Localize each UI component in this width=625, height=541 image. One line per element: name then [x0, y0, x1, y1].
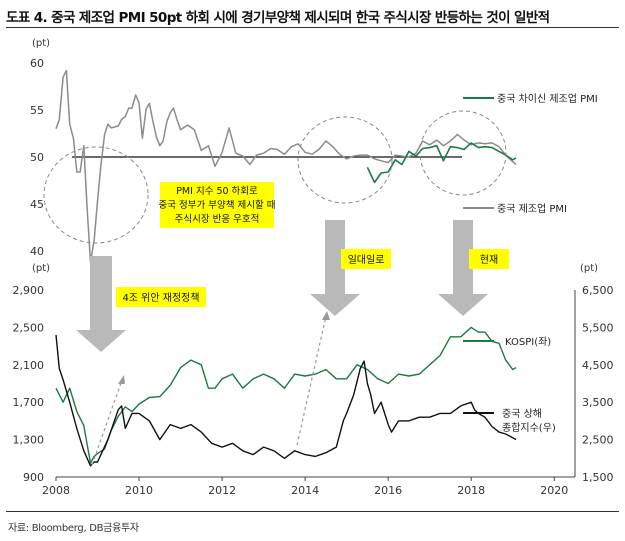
- market-left-unit-label: (pt): [32, 263, 50, 274]
- market-left-tick-label: 1,300: [13, 434, 45, 447]
- rise-arrow-2015-head: [322, 311, 330, 320]
- china-pmi-line: [55, 69, 517, 264]
- market-x-tick-label: 2020: [540, 484, 568, 497]
- pmi-y-tick-label: 50: [30, 151, 44, 164]
- rise-arrow-2015: [296, 315, 327, 446]
- source-note: 자료: Bloomberg, DB금융투자: [8, 523, 139, 534]
- shanghai-composite-line: [55, 334, 517, 467]
- market-right-unit-label: (pt): [580, 263, 598, 274]
- market-left-tick-label: 2,500: [13, 321, 45, 334]
- legend-label-pmi: 중국 제조업 PMI: [497, 202, 567, 215]
- market-left-tick-label: 2,100: [13, 359, 45, 372]
- market-left-tick-label: 2,900: [13, 284, 45, 297]
- market-right-tick-label: 6,500: [582, 284, 614, 297]
- annotation-line-1: PMI 지수 50 하회로: [176, 185, 258, 197]
- market-right-tick-label: 2,500: [582, 434, 614, 447]
- legend-label-shanghai-1: 중국 상해: [502, 407, 542, 420]
- callout-box-3: [469, 249, 509, 269]
- pmi-y-tick-label: 40: [30, 245, 44, 258]
- kospi-line: [55, 326, 517, 464]
- pmi-y-tick-label: 45: [30, 198, 44, 211]
- chart-title: 도표 4. 중국 제조업 PMI 50pt 하회 시에 경기부양책 제시되며 한…: [6, 10, 550, 26]
- down-arrow-2019: [438, 220, 488, 316]
- callout-text-2: 일대일로: [348, 254, 385, 266]
- market-right-tick-label: 1,500: [582, 471, 614, 484]
- market-axes: 2,900 2,500 2,100 1,700 1,300 900 6,500 5,500 4,…: [13, 284, 614, 497]
- rise-arrow-2009-head: [118, 375, 125, 384]
- title-rule: [6, 27, 619, 28]
- annotation-line-2: 중국 정부가 부양책 제시할 때: [159, 200, 276, 211]
- footer-rule: [6, 511, 619, 512]
- callout-box-2: [341, 249, 391, 269]
- market-left-tick-label: 1,700: [13, 396, 45, 409]
- pmi-circle-2015: [297, 116, 393, 204]
- market-x-tick-label: 2010: [125, 484, 153, 497]
- market-right-tick-label: 3,500: [582, 396, 614, 409]
- pmi-series: [55, 69, 517, 264]
- pmi-panel: 60 55 50 45 40 (pt) 중국 차이신 제조업 PMI 중국 제조업 PM…: [30, 38, 598, 264]
- callout-text-1: 4조 위안 재정정책: [122, 291, 199, 304]
- pmi-y-tick-label: 55: [30, 104, 44, 117]
- pmi-circle-2008: [43, 146, 149, 244]
- rise-arrow-2009: [91, 379, 123, 466]
- callout-box-1: [116, 287, 206, 307]
- market-x-tick-label: 2014: [291, 484, 319, 497]
- pmi-y-tick-label: 60: [30, 57, 44, 70]
- market-x-tick-label: 2008: [42, 484, 70, 497]
- market-right-tick-label: 5,500: [582, 321, 614, 334]
- market-left-tick-label: 900: [23, 471, 44, 484]
- market-x-tick-label: 2018: [457, 484, 485, 497]
- caixin-pmi-line: [366, 142, 517, 184]
- legend-label-caixin: 중국 차이신 제조업 PMI: [497, 92, 598, 105]
- annotation-highlight: [160, 182, 274, 228]
- market-x-tick-label: 2016: [374, 484, 402, 497]
- down-arrow-2015: [310, 220, 360, 316]
- down-arrow-2009: [76, 256, 126, 352]
- callout-arrows: [76, 220, 488, 352]
- market-panel: 2,900 2,500 2,100 1,700 1,300 900 6,500 5,500 4,…: [13, 263, 614, 497]
- pmi-y-axis: 60 55 50 45 40: [30, 57, 44, 258]
- callout-text-3: 현재: [480, 254, 498, 266]
- annotation-line-3: 주식시장 반응 우호적: [175, 213, 260, 225]
- legend-label-shanghai-2: 종합지수(우): [502, 422, 556, 434]
- legend-label-kospi: KOSPI(좌): [505, 336, 551, 348]
- market-series: [55, 326, 517, 467]
- pmi-circle-2019: [419, 110, 507, 196]
- pmi-unit-label: (pt): [32, 38, 50, 49]
- market-right-tick-label: 4,500: [582, 359, 614, 372]
- market-x-tick-label: 2012: [208, 484, 236, 497]
